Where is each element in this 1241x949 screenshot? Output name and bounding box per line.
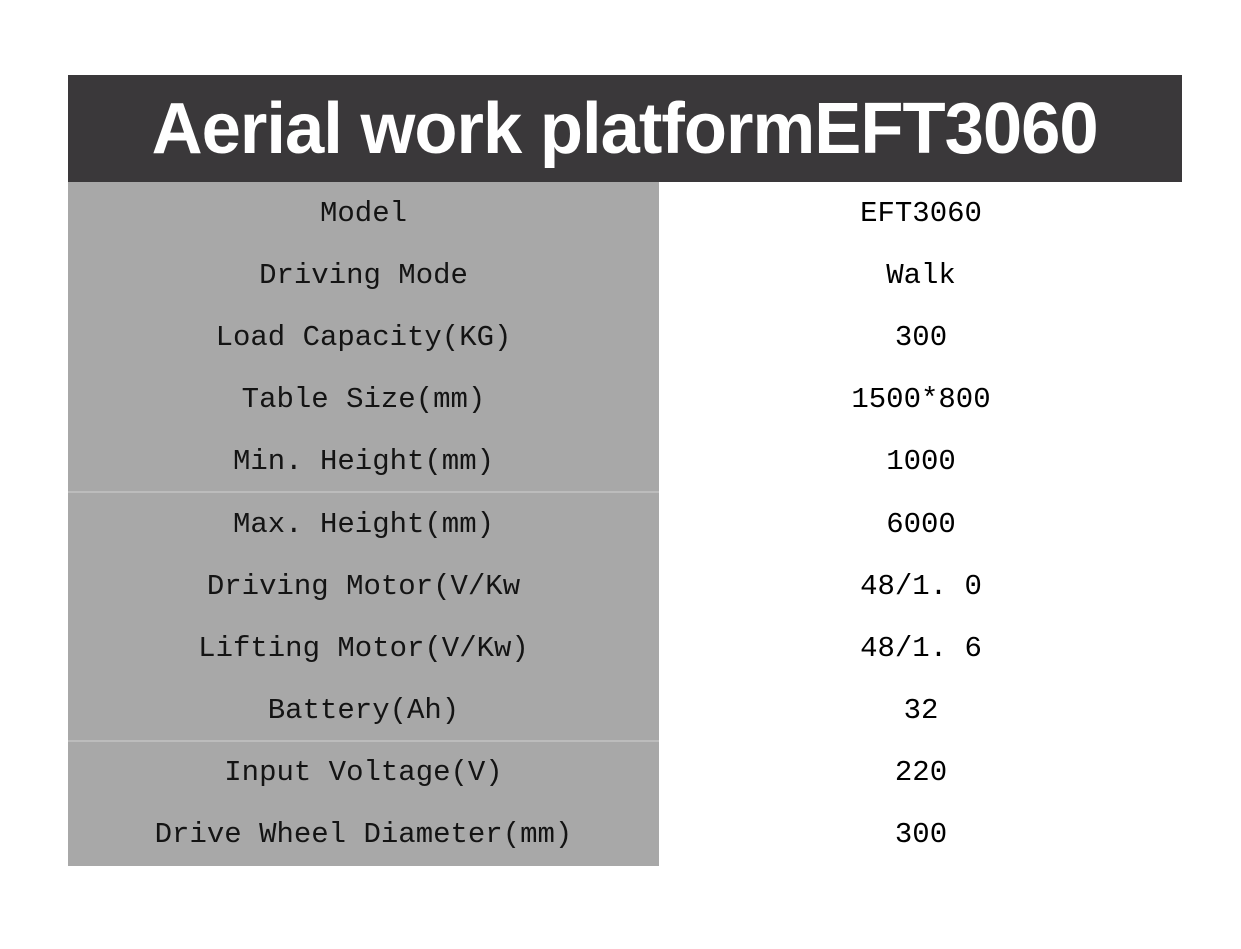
spec-label: Driving Motor(V/Kw <box>68 555 659 618</box>
spec-row: Driving Motor(V/Kw 48/1. 0 <box>68 555 1183 618</box>
spec-value: 48/1. 6 <box>659 617 1183 680</box>
spec-row: Drive Wheel Diameter(mm) 300 <box>68 803 1183 867</box>
spec-row: Driving Mode Walk <box>68 244 1183 307</box>
spec-value: 6000 <box>659 492 1183 556</box>
spec-label: Drive Wheel Diameter(mm) <box>68 803 659 867</box>
spec-value: 32 <box>659 679 1183 742</box>
page-title: Aerial work platformEFT3060 <box>151 88 1099 169</box>
spec-label: Battery(Ah) <box>68 679 659 742</box>
spec-value: EFT3060 <box>659 182 1183 245</box>
spec-value: 48/1. 0 <box>659 555 1183 618</box>
spec-row: Load Capacity(KG) 300 <box>68 306 1183 369</box>
spec-label: Max. Height(mm) <box>68 492 659 556</box>
spec-row: Battery(Ah) 32 <box>68 679 1183 742</box>
spec-label: Input Voltage(V) <box>68 741 659 804</box>
spec-row: Table Size(mm) 1500*800 <box>68 368 1183 431</box>
spec-row: Max. Height(mm) 6000 <box>68 492 1183 556</box>
spec-value: Walk <box>659 244 1183 307</box>
spec-row: Lifting Motor(V/Kw) 48/1. 6 <box>68 617 1183 680</box>
spec-label: Min. Height(mm) <box>68 430 659 494</box>
spec-label: Driving Mode <box>68 244 659 307</box>
spec-label: Lifting Motor(V/Kw) <box>68 617 659 680</box>
spec-label: Table Size(mm) <box>68 368 659 431</box>
spec-table: Model EFT3060 Driving Mode Walk Load Capacit… <box>68 182 1183 867</box>
spec-value: 300 <box>659 803 1183 867</box>
spec-value: 1000 <box>659 430 1183 493</box>
spec-label: Model <box>68 182 659 245</box>
title-bar: Aerial work platformEFT3060 <box>68 75 1182 182</box>
spec-row: Model EFT3060 <box>68 182 1183 245</box>
spec-value: 300 <box>659 306 1183 369</box>
spec-label: Load Capacity(KG) <box>68 306 659 369</box>
spec-row: Input Voltage(V) 220 <box>68 741 1183 804</box>
spec-value: 1500*800 <box>659 368 1183 431</box>
spec-row: Min. Height(mm) 1000 <box>68 430 1183 494</box>
spec-value: 220 <box>659 741 1183 804</box>
